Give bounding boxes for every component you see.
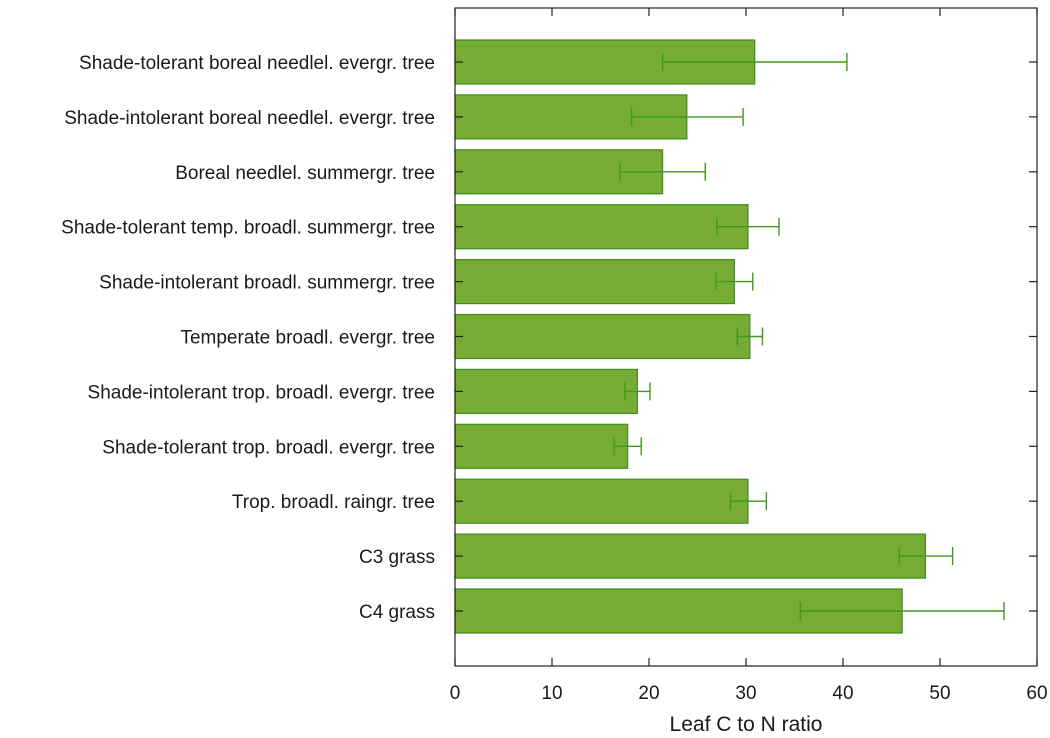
error-bar — [729, 492, 768, 511]
category-label: Shade-tolerant trop. broadl. evergr. tre… — [102, 437, 435, 458]
error-bar — [736, 327, 764, 346]
error-bar — [716, 217, 780, 236]
category-label: Shade-intolerant trop. broadl. evergr. t… — [88, 382, 435, 403]
category-label: Trop. broadl. raingr. tree — [232, 492, 435, 513]
bar — [454, 204, 749, 250]
error-bars-layer — [613, 53, 1005, 620]
bar — [454, 478, 749, 524]
x-axis-label: Leaf C to N ratio — [670, 713, 823, 736]
category-label: Shade-tolerant boreal needlel. evergr. t… — [79, 53, 435, 74]
bar — [454, 533, 927, 579]
bar — [454, 259, 735, 305]
error-bar — [661, 53, 848, 71]
bars-layer — [454, 39, 927, 634]
error-bar — [799, 602, 1005, 620]
x-tick-label: 40 — [832, 683, 853, 704]
bar — [454, 423, 629, 469]
category-label: Shade-intolerant boreal needlel. evergr.… — [64, 108, 435, 129]
ticks-layer: 0 10 20 30 40 50 60 — [450, 8, 1048, 704]
x-tick-label: 60 — [1026, 683, 1047, 704]
error-bar — [898, 547, 954, 566]
category-label: Boreal needlel. summergr. tree — [175, 163, 435, 184]
error-bar — [624, 382, 651, 401]
category-label: C3 grass — [359, 547, 435, 568]
bar — [454, 368, 638, 414]
category-label: Temperate broadl. evergr. tree — [180, 328, 435, 349]
error-bar — [619, 162, 706, 181]
error-bar — [613, 437, 642, 456]
error-bar — [715, 272, 754, 291]
category-label: C4 grass — [359, 602, 435, 623]
category-label: Shade-tolerant temp. broadl. summergr. t… — [61, 218, 435, 239]
x-tick-label: 50 — [929, 683, 950, 704]
x-tick-label: 30 — [735, 683, 756, 704]
x-tick-label: 0 — [450, 683, 461, 704]
x-tick-label: 10 — [541, 683, 562, 704]
bar — [454, 313, 751, 360]
error-bar — [630, 107, 744, 126]
category-label: Shade-intolerant broadl. summergr. tree — [99, 273, 435, 294]
category-labels: Shade-tolerant boreal needlel. evergr. t… — [61, 53, 435, 623]
x-tick-label: 20 — [638, 683, 659, 704]
